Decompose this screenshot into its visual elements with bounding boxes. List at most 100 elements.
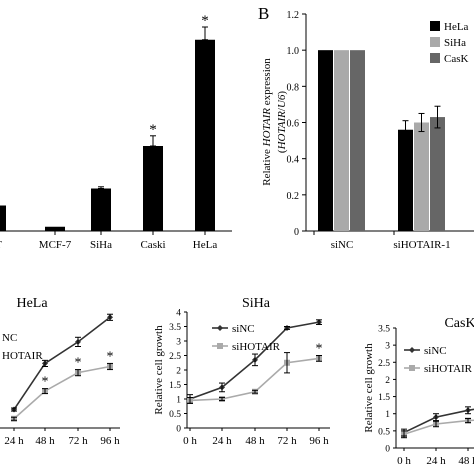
panel-b-y-axis-title-line2-part: / <box>276 107 288 111</box>
panel-b-legend-swatch-siha <box>430 37 440 47</box>
panel-b-x-tick-label: siHOTAIR-1 <box>393 239 450 251</box>
panel-a-bar-hela <box>195 39 215 231</box>
panel-b-y-axis-title-part: HOTAIR <box>261 108 273 148</box>
panel-b-legend-label-hela: HeLa <box>444 21 469 33</box>
panel-c-hela-series-line-hotair <box>13 365 111 420</box>
panel-b-y-tick-label: 0.8 <box>287 82 300 93</box>
panel-c-siha-y-axis-title: Relative cell growth <box>153 325 165 415</box>
panel-b-y-tick-label: 0.4 <box>287 155 300 166</box>
panel-c-siha-x-tick-label: 72 h <box>277 435 297 447</box>
panel-c-cask-y-tick-label: 0 <box>385 445 390 455</box>
panel-c-hela-legend-label-hotair: HOTAIR <box>2 350 43 362</box>
panel-b-bar-hela-sihotair-1 <box>398 129 413 231</box>
panel-c-cask-series-line-sinc <box>403 408 474 434</box>
panel-c-siha-x-tick-label: 48 h <box>245 435 265 447</box>
panel-c-hela-significance-star: * <box>75 356 82 371</box>
panel-c-cask-line-chart: 00.511.522.533.50 h24 h48 h72 hCasKRelat… <box>363 316 474 467</box>
panel-c-cask-y-tick-label: 1.5 <box>378 393 390 403</box>
panel-c-siha-y-tick-label: 4 <box>176 309 181 319</box>
panel-b-grouped-bar-chart: B 0 0.2 0.4 0.6 0.8 1.0 1.2 Relative HOTAIR expr… <box>258 4 474 251</box>
panel-c-cask-series-line-sihotair <box>403 419 474 436</box>
panel-c-siha-y-tick-label: 0 <box>176 425 181 435</box>
panel-b-y-tick-label: 1.2 <box>287 10 300 21</box>
panel-c-cask-x-tick-label: 24 h <box>426 455 446 467</box>
panel-c-cask-legend-label-sihotair: siHOTAIR <box>424 363 473 375</box>
panel-c-cask-legend-label-sinc: siNC <box>424 345 447 357</box>
panel-c-siha-y-tick-label: 3.5 <box>169 323 181 333</box>
panel-a-bar-chart: aT MCF-7 SiHa * Caski * HeLa <box>0 13 232 251</box>
panel-c-hela-title: HeLa <box>16 296 48 311</box>
panel-b-legend-swatch-cask <box>430 53 440 63</box>
panel-b-y-axis-title: Relative HOTAIR expression <box>261 58 273 186</box>
panel-b-y-tick-label: 0.2 <box>287 191 300 202</box>
panel-b-y-tick-label: 0.6 <box>287 119 300 130</box>
panel-a-x-tick-label: aT <box>0 239 2 251</box>
panel-c-siha-y-tick-label: 2 <box>176 367 181 377</box>
panel-c-siha-legend-label-sinc: siNC <box>232 323 255 335</box>
panel-c-cask-y-tick-label: 2 <box>385 376 390 386</box>
panel-c-hela-legend-label-nc: NC <box>2 332 17 344</box>
panel-c-cask-x-tick-label: 0 h <box>397 455 411 467</box>
panel-b-bar-siha-sinc <box>334 50 349 231</box>
panel-c-siha-significance-star: * <box>316 342 323 357</box>
panel-c-hela-x-tick-label: 24 h <box>4 435 24 447</box>
panel-b-y-tick-label: 1.0 <box>287 46 300 57</box>
panel-c-hela-series-line-nc <box>13 316 111 410</box>
panel-b-y-axis-title-line2-part: U6 <box>276 94 288 108</box>
panel-c-siha-legend-label-sihotair: siHOTAIR <box>232 341 281 353</box>
panel-b-legend-label-siha: SiHa <box>444 37 466 49</box>
panel-a-x-tick-label: Caski <box>140 239 165 251</box>
panel-c-siha-x-tick-label: 24 h <box>212 435 232 447</box>
panel-c-cask-title: CasK <box>444 316 474 331</box>
panel-c-hela-x-tick-label: 48 h <box>35 435 55 447</box>
panel-b-y-axis-title-part: Relative <box>261 146 273 185</box>
panel-a-significance-star: * <box>149 122 157 138</box>
panel-a-bar-siha <box>91 188 111 231</box>
panel-c-cask-legend-marker-sihotair <box>409 365 415 371</box>
panel-c-siha-title: SiHa <box>242 296 271 311</box>
panel-a-x-tick-label: MCF-7 <box>39 239 72 251</box>
panel-c-cask-y-tick-label: 3.5 <box>378 325 390 335</box>
panel-a-x-tick-label: HeLa <box>193 239 218 251</box>
panel-c-siha-y-tick-label: 1.5 <box>169 381 181 391</box>
panel-b-bar-cask-sinc <box>350 50 365 231</box>
panel-b-y-axis-title-line2-part: ) <box>276 91 288 95</box>
panel-c-siha-y-tick-label: 1 <box>176 396 181 406</box>
panel-c-cask-y-tick-label: 2.5 <box>378 359 390 369</box>
panel-c-siha-y-tick-label: 0.5 <box>169 410 181 420</box>
panel-a-bar-caski <box>143 146 163 231</box>
panel-c-cask-y-tick-label: 1 <box>385 410 390 420</box>
panel-b-bar-siha-sihotair-1 <box>414 122 429 231</box>
panel-c-hela-significance-star: * <box>107 349 114 364</box>
panel-a-bar-mcf-7 <box>45 226 65 231</box>
panel-a-x-tick-label: SiHa <box>90 239 112 251</box>
panel-c-hela-significance-star: * <box>42 375 49 390</box>
panel-c-siha-y-tick-label: 3 <box>176 338 181 348</box>
panel-b-y-tick-label: 0 <box>294 227 299 238</box>
panel-c-cask-y-tick-label: 3 <box>385 342 390 352</box>
panel-b-bar-hela-sinc <box>318 50 333 231</box>
panel-c-siha-legend-marker-sihotair <box>217 343 223 349</box>
panel-b-legend-label-cask: CasK <box>444 53 469 65</box>
panel-b-legend-swatch-hela <box>430 21 440 31</box>
panel-c-siha-legend-marker-sinc <box>217 325 223 331</box>
panel-c-cask-x-tick-label: 48 h <box>458 455 474 467</box>
panel-c-cask-legend-marker-sinc <box>409 347 415 353</box>
panel-c-siha-x-tick-label: 96 h <box>309 435 329 447</box>
panel-c-hela-x-tick-label: 96 h <box>100 435 120 447</box>
panel-c-cask-y-axis-title: Relative cell growth <box>363 343 375 433</box>
panel-b-x-tick-label: siNC <box>331 239 354 251</box>
panel-c-hela-line-chart: 24 h 48 h 72 h 96 h HeLa * * * NC HOTAIR <box>0 296 120 447</box>
panel-b-y-axis-title-line2-part: HOTAIR <box>276 111 288 151</box>
panel-a-significance-star: * <box>201 13 209 29</box>
panel-b-y-axis-title-line2-part: ( <box>276 149 288 153</box>
panel-c-hela-x-tick-label: 72 h <box>68 435 88 447</box>
panel-b-y-axis-title-part: expression <box>261 58 273 108</box>
panel-b-y-axis-title-line2: (HOTAIR/U6) <box>276 91 288 153</box>
panel-b-bar-cask-sihotair-1 <box>430 117 445 231</box>
panel-c-siha-line-chart: 0 0.5 1 1.5 2 2.5 3 3.5 4 0 h 24 h 48 h 72 h 96 h SiHa… <box>153 296 330 447</box>
panel-c-siha-x-tick-label: 0 h <box>183 435 197 447</box>
panel-a-bar-hacat <box>0 205 6 231</box>
panel-b-label: B <box>258 4 269 23</box>
